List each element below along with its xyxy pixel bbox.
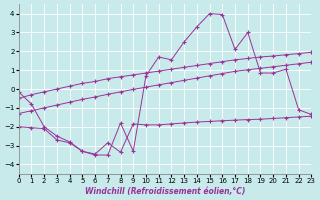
X-axis label: Windchill (Refroidissement éolien,°C): Windchill (Refroidissement éolien,°C) — [85, 187, 245, 196]
